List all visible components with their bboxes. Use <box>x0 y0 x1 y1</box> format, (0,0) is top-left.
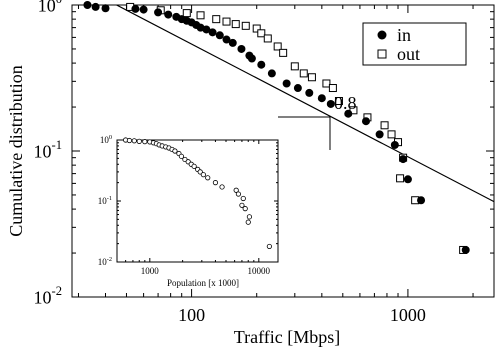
out-point <box>387 130 396 139</box>
out-point <box>307 73 316 82</box>
y-axis-label: Cumulative distribution <box>6 65 26 237</box>
legend: in out <box>362 22 467 66</box>
y-tick-label: 100 <box>38 0 62 15</box>
out-point <box>299 69 308 78</box>
population-point <box>246 214 253 220</box>
out-point <box>222 17 231 26</box>
legend-in-label: in <box>397 25 411 45</box>
y-tick-label: 10-1 <box>98 195 112 206</box>
y-tick-label: 10-2 <box>34 284 63 307</box>
in-point <box>215 31 224 40</box>
legend-in-marker <box>377 30 387 40</box>
in-point <box>344 109 353 118</box>
out-point <box>231 20 240 29</box>
in-point <box>417 196 426 205</box>
inset-marks <box>123 137 272 250</box>
population-point <box>219 184 225 190</box>
in-point <box>154 8 163 17</box>
out-point <box>380 121 389 130</box>
out-point <box>396 174 405 183</box>
slope-triangle <box>278 116 331 150</box>
population-point <box>131 138 137 144</box>
x-tick-label: 1000 <box>390 305 426 325</box>
out-point <box>322 79 331 88</box>
population-point <box>200 172 206 178</box>
in-point <box>267 69 276 78</box>
population-point <box>126 137 133 144</box>
out-point <box>334 97 343 106</box>
in-point <box>461 245 470 254</box>
in-point <box>317 94 326 103</box>
y-tick-label: 10-2 <box>98 256 112 267</box>
population-point <box>240 195 246 202</box>
legend-out-label: out <box>397 44 420 64</box>
in-point <box>375 130 384 139</box>
population-point <box>239 202 245 208</box>
population-point <box>191 163 197 169</box>
in-point <box>293 84 302 93</box>
out-point <box>257 29 266 38</box>
population-point <box>205 175 211 181</box>
in-point <box>282 79 291 88</box>
out-point <box>252 24 261 33</box>
in-point <box>91 2 100 11</box>
y-tick-label: 100 <box>100 134 112 145</box>
population-point <box>233 187 239 193</box>
slope-label: 0.8 <box>334 93 357 113</box>
population-point <box>245 219 251 225</box>
out-point <box>273 42 282 51</box>
legend-out-marker <box>377 49 387 59</box>
y-tick-label: 10-1 <box>34 138 63 161</box>
out-point <box>212 15 221 24</box>
in-point <box>237 44 246 53</box>
in-point <box>202 25 211 34</box>
in-point <box>403 175 412 184</box>
in-point <box>361 117 370 126</box>
population-point <box>172 148 178 154</box>
out-point <box>241 21 250 30</box>
x-tick-label: 100 <box>178 305 205 325</box>
population-point <box>136 138 142 144</box>
population-point <box>197 169 203 175</box>
population-point <box>178 153 185 159</box>
population-point <box>266 243 272 250</box>
in-point <box>139 5 148 14</box>
in-point <box>399 155 408 164</box>
out-point <box>279 48 288 57</box>
in-point <box>131 4 140 13</box>
in-point <box>257 60 266 69</box>
out-point <box>196 11 205 20</box>
in-point <box>390 140 399 149</box>
population-point <box>212 180 219 186</box>
in-point <box>305 88 314 97</box>
in-point <box>101 4 110 13</box>
main-marks <box>83 1 494 254</box>
population-point <box>235 191 242 197</box>
out-point <box>263 34 272 43</box>
inset-background <box>113 137 281 267</box>
in-point <box>326 99 335 108</box>
main-tick-labels: 100 1000 100 10-1 10-2 <box>34 0 426 325</box>
in-point <box>83 1 92 9</box>
population-point <box>142 139 148 145</box>
in-point <box>222 35 231 44</box>
x-axis-label: Traffic [Mbps] <box>234 327 341 347</box>
in-point <box>247 54 256 63</box>
out-point <box>328 84 337 93</box>
in-point <box>164 10 173 19</box>
inset-tick-labels: 1000 10000 100 10-1 10-2 <box>98 134 271 276</box>
x-tick-label: 1000 <box>141 266 160 276</box>
fit-line <box>116 5 494 203</box>
inset-ticks <box>116 139 278 263</box>
population-point <box>242 206 248 212</box>
out-point <box>290 62 299 71</box>
inset-x-axis-label: Population [x 1000] <box>167 278 239 288</box>
x-tick-label: 10000 <box>248 266 271 276</box>
in-point <box>208 28 217 37</box>
in-point <box>228 38 237 47</box>
out-point <box>182 9 191 18</box>
